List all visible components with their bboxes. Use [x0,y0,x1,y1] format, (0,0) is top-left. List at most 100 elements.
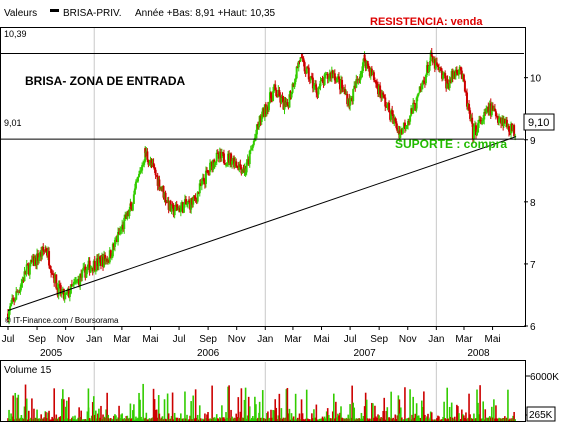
volume-bar [8,409,10,421]
volume-bar [262,418,265,421]
candle-up [28,264,31,275]
candle-up [443,73,446,75]
volume-bar [381,417,383,421]
candle-down [302,58,305,63]
candle-down [129,203,132,207]
volume-bar [459,418,462,421]
volume-bar [30,417,32,421]
candle-down [51,272,54,274]
candle-up [196,192,199,202]
candle-up [267,102,270,111]
candle-up [258,115,261,125]
candle-down [165,202,168,204]
volume-bar [271,417,273,421]
candle-down [233,157,236,168]
volume-bar [45,412,47,421]
volume-bar [408,417,410,421]
candle-down [45,251,48,256]
candle-down [382,92,385,95]
candle-down [396,127,399,132]
candle-down [16,291,19,293]
volume-bar [359,419,362,421]
volume-bar [100,405,102,421]
candle-up [429,61,432,66]
candle-down [104,254,107,261]
volume-bar [102,414,104,421]
volume-bar [439,419,441,421]
candle-down [505,119,508,127]
candle-up [226,162,229,165]
candle-down [338,79,341,90]
volume-title: Volume 15 [4,365,52,376]
candle-up [409,115,412,122]
volume-bar [383,397,386,421]
volume-bar [360,412,363,421]
volume-bar [75,419,77,421]
candle-down [354,85,357,88]
candle-down [281,96,284,98]
candle-up [312,85,315,89]
candle-up [434,62,437,69]
candle-down [368,67,371,76]
candle-up [139,170,142,174]
volume-bar [79,416,81,421]
candle-up [330,70,333,79]
candle-up [17,291,20,293]
price-panel-frame [0,27,526,327]
volume-bars [7,383,516,421]
volume-bar [214,418,217,421]
volume-bar [285,389,288,421]
volume-bar [113,415,115,421]
candle-down [374,81,377,84]
volume-bar [458,419,461,421]
candle-down [403,122,406,129]
candle-up [163,192,166,198]
candle-down [346,93,349,105]
volume-bar [318,418,321,421]
candle-down [93,260,96,271]
volume-bar [257,417,259,421]
volume-bar [341,417,343,421]
candle-down [199,183,202,186]
volume-bar [58,416,61,421]
candle-up [25,264,28,269]
candle-up [121,224,124,230]
volume-bar [168,418,171,421]
volume-bar [343,418,345,421]
volume-bar [512,415,514,421]
volume-bar [289,419,292,421]
candle-down [329,72,332,79]
candle-up [11,298,14,304]
candle-up [149,160,152,164]
volume-bar [329,418,332,421]
volume-bar [41,418,44,421]
volume-bar [174,417,177,421]
candle-up [401,128,404,134]
volume-bar [195,417,198,421]
candle-up [412,102,415,114]
candle-down [383,94,386,98]
last-volume-value: 265K [529,410,553,421]
volume-bar [456,404,458,421]
volume-bar [87,407,90,421]
candle-down [144,148,147,154]
volume-bar [193,418,196,421]
candle-up [15,291,18,300]
volume-bar [18,418,21,421]
volume-bar [133,404,135,421]
volume-bar [374,405,376,421]
candle-up [136,176,139,182]
volume-bar [394,414,397,421]
candle-down [372,72,375,81]
volume-bar [170,415,173,421]
volume-bar [260,417,263,421]
candle-down [480,119,483,125]
volume-bar [273,419,275,421]
candle-down [205,170,208,172]
volume-bar [124,419,127,421]
candle-up [113,239,116,247]
volume-bar [510,419,512,421]
volume-bar [435,419,437,421]
volume-bar [252,416,254,421]
x-tick-label: Nov [399,334,417,345]
